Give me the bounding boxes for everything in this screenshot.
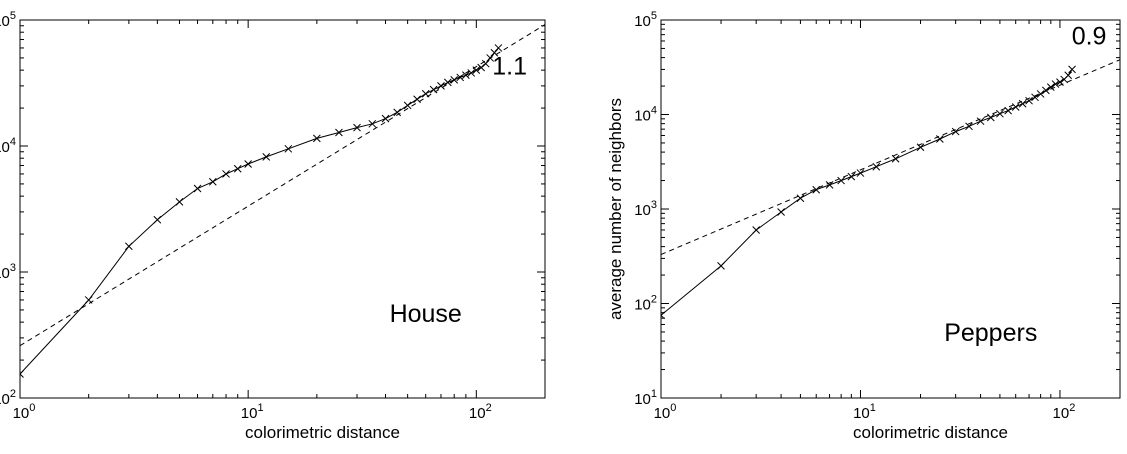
data-point-marker [661,311,665,320]
x-tick-label: 101 [241,402,264,422]
slope-annotation: 0.9 [1072,23,1107,51]
chart-house: 100 101 102 102 103 104 105 colorimetric distan… [0,10,546,442]
y-tick-label: 102 [0,388,16,408]
x-tick-label: 102 [1053,402,1076,422]
data-point-marker [976,117,985,126]
data-point-marker [381,114,390,123]
image-name-annotation: House [390,300,462,328]
data-point-marker [1068,65,1076,74]
data-point-marker [777,208,785,216]
data-point-marker [437,82,445,90]
data-point-marker [965,122,973,131]
y-tick-label: 103 [0,262,16,282]
plot-frame [660,19,1121,399]
plot-frame [19,19,546,399]
minor-ticks [661,20,1121,398]
data-point-marker [796,194,805,203]
data-point-marker [193,184,202,193]
data-point-marker [353,123,361,132]
plot-area [661,59,1120,320]
power-law-fit-line [661,59,1120,255]
data-point-marker [125,242,133,251]
data-point-marker [368,119,377,128]
x-axis-label: colorimetric distance [853,423,1008,442]
data-point-marker [262,153,271,161]
power-law-fit-line [20,24,545,347]
data-point-marker [490,48,499,57]
data-point-marker [717,262,725,270]
data-point-marker [462,71,470,80]
data-point-marker [1018,99,1027,108]
data-point-marker [222,170,230,178]
plot-area [20,24,545,378]
data-point-marker [847,172,856,181]
data-point-marker [494,44,503,52]
data-point-marker [936,135,944,143]
y-tick-label: 103 [634,199,657,219]
x-tick-label: 101 [853,402,876,422]
neighbors-series-line [20,47,499,375]
data-point-marker [1046,83,1055,91]
data-point-marker [996,109,1004,118]
y-tick-label: 104 [0,136,16,156]
y-tick-label: 102 [634,294,657,314]
data-point-marker [1042,86,1050,95]
y-tick-label: 105 [0,10,16,30]
data-point-marker [429,85,438,94]
data-point-marker [986,113,995,122]
x-tick-label: 102 [469,402,492,422]
image-name-annotation: Peppers [944,319,1037,347]
x-tick-label: 100 [13,402,36,422]
data-point-marker [1036,90,1045,98]
data-point-marker [393,108,402,117]
x-tick-label: 100 [654,402,677,422]
x-axis-label: colorimetric distance [245,423,400,442]
y-tick-label: 101 [634,388,657,408]
data-point-marker [1064,71,1073,80]
data-point-marker [856,169,865,177]
data-point-marker [477,63,486,72]
data-point-marker [1004,106,1013,115]
y-tick-label: 105 [634,10,657,30]
data-point-marker [456,73,465,82]
minor-ticks [20,20,546,398]
data-point-marker [233,164,242,173]
data-point-marker [208,177,217,186]
data-point-marker [284,144,293,153]
y-axis-label: average number of neighbors [606,98,625,320]
data-point-marker [872,162,881,171]
data-point-marker [312,134,321,143]
data-point-marker [951,127,960,136]
data-point-marker [1051,80,1060,88]
data-point-marker [825,181,834,189]
data-point-marker [403,101,412,110]
slope-annotation: 1.1 [492,52,527,80]
data-point-marker [1025,96,1033,105]
data-point-marker [244,160,253,168]
data-point-marker [450,75,459,84]
data-point-marker [443,78,452,87]
data-point-marker [752,226,761,234]
data-point-marker [481,59,490,68]
data-point-marker [20,370,24,378]
data-point-marker [335,128,343,137]
data-point-marker [153,215,162,224]
data-point-marker [175,198,184,206]
y-tick-label: 104 [634,105,657,125]
data-point-marker [837,176,845,185]
